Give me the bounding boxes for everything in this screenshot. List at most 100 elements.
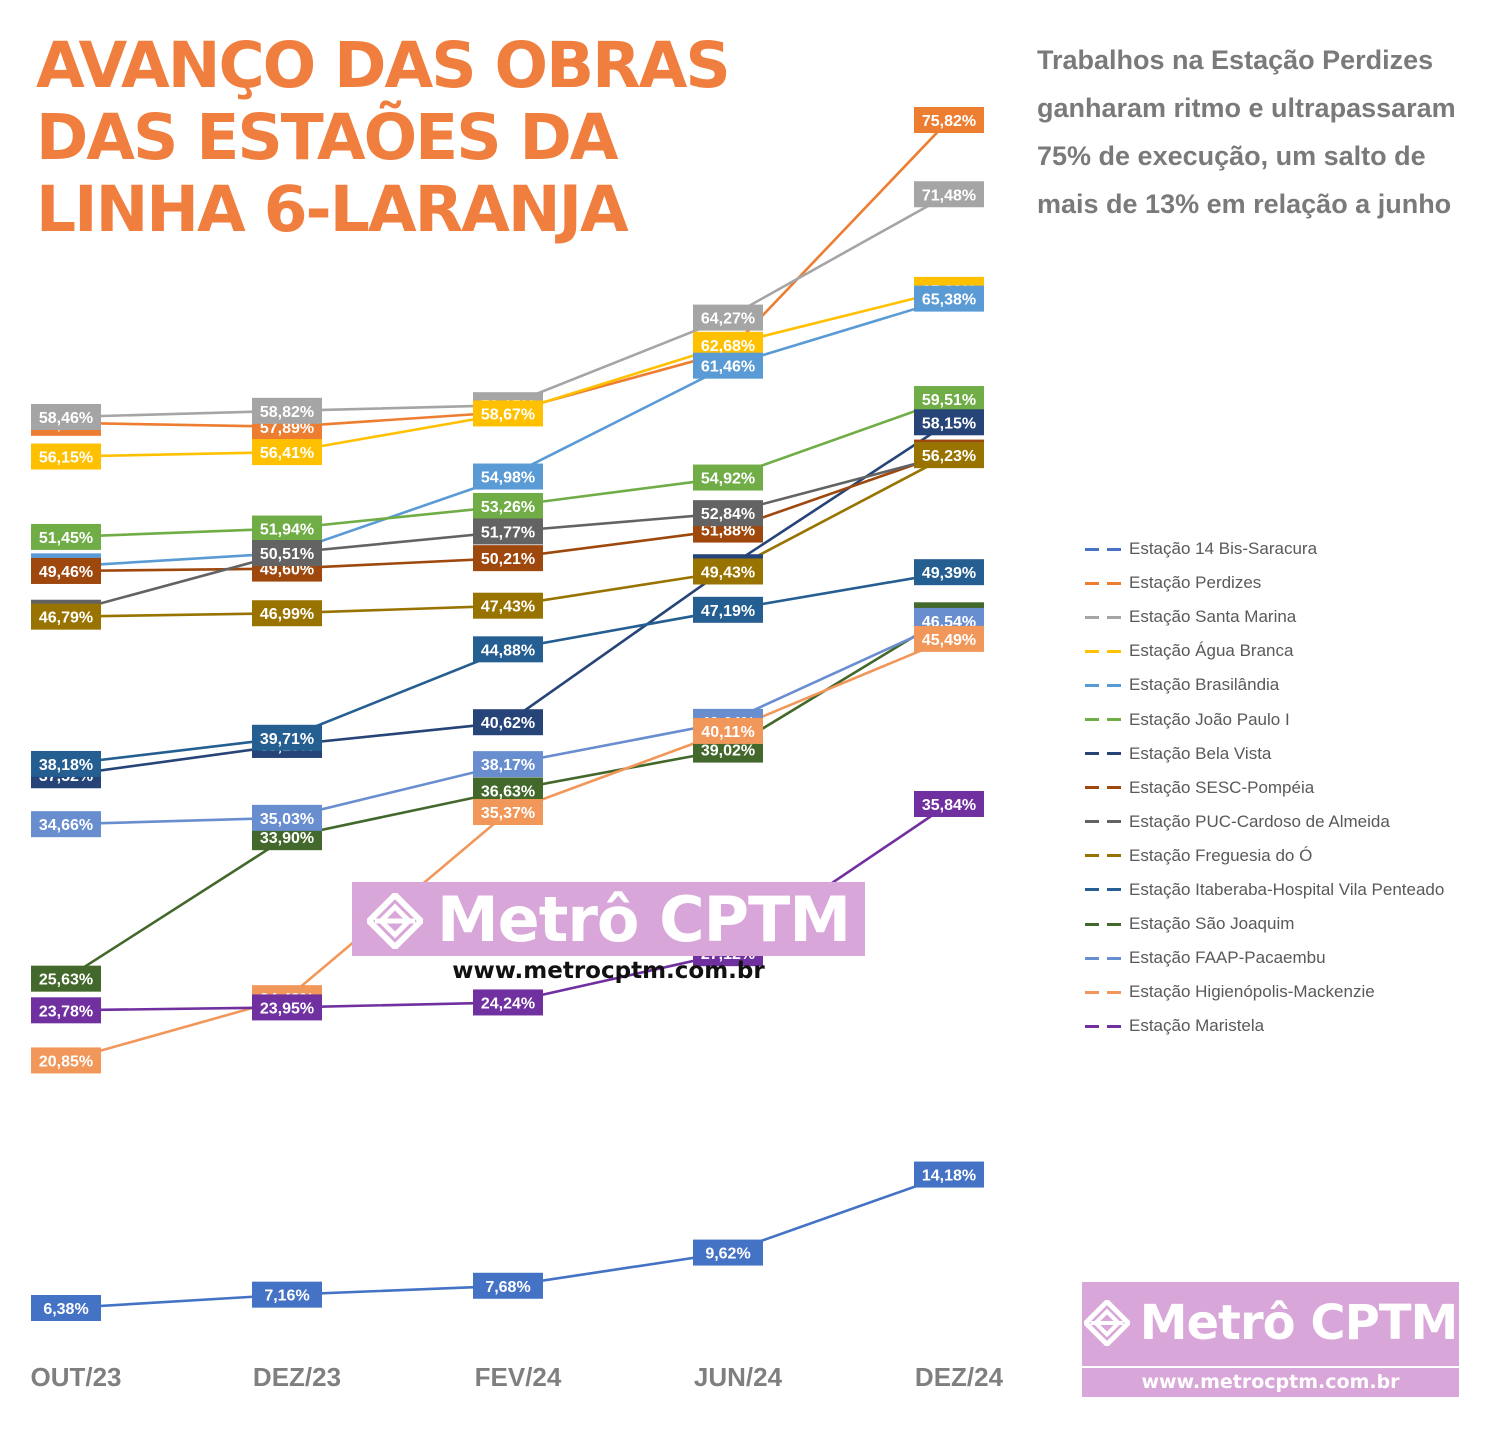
data-label-box [252, 515, 322, 542]
data-label-text: 23,95% [260, 1000, 314, 1017]
data-label: 61,46% [693, 352, 763, 379]
data-label-text: 51,94% [260, 522, 314, 539]
legend-swatch [1085, 922, 1121, 926]
metro-cptm-logo-icon [1081, 1298, 1132, 1348]
data-label-text: 54,92% [701, 471, 755, 488]
data-label-box [914, 181, 984, 208]
legend-label: Estação Água Branca [1129, 641, 1294, 661]
data-label-box [31, 750, 101, 777]
x-tick-label: DEZ/24 [915, 1362, 1004, 1392]
data-label-box [693, 717, 763, 744]
data-label-box [252, 1281, 322, 1308]
data-label-text: 64,27% [701, 311, 755, 328]
data-label: 49,39% [914, 559, 984, 586]
data-label-text: 38,17% [481, 757, 535, 774]
legend-swatch [1085, 786, 1121, 790]
data-label-text: 57,89% [260, 420, 314, 437]
data-label-box [31, 557, 101, 584]
data-label-text: 61,46% [701, 359, 755, 376]
legend-item: Estação SESC-Pompéia [1085, 771, 1495, 805]
data-label-box [31, 404, 101, 430]
data-label: 25,63% [31, 965, 101, 992]
data-label-text: 35,37% [481, 805, 535, 822]
data-label: 71,48% [914, 181, 984, 208]
data-label: 51,45% [31, 523, 101, 550]
data-label: 53,26% [473, 492, 543, 519]
legend-swatch [1085, 649, 1121, 653]
data-label: 24,24% [473, 989, 543, 1016]
data-label: 47,19% [693, 596, 763, 623]
data-label-box [914, 107, 984, 133]
brand-box-url: www.metrocptm.com.br [1082, 1366, 1459, 1399]
data-label-text: 47,43% [481, 599, 535, 616]
data-label-box [473, 492, 543, 519]
data-label: 34,66% [31, 811, 101, 838]
legend-item: Estação Maristela [1085, 1009, 1495, 1043]
data-label-text: 40,11% [701, 724, 754, 741]
data-label-text: 35,03% [260, 811, 314, 828]
legend-swatch [1085, 547, 1121, 551]
chart-legend: Estação 14 Bis-Saracura Estação Perdizes E… [1085, 532, 1495, 1043]
data-label-text: 52,84% [701, 506, 755, 523]
watermark-brand: Metrô CPTM [352, 882, 865, 956]
data-label: 58,15% [914, 409, 984, 436]
data-label-text: 58,15% [922, 415, 976, 432]
data-label: 23,78% [31, 997, 101, 1024]
data-label-text: 6,38% [43, 1301, 88, 1318]
data-label: 59,51% [914, 386, 984, 413]
data-label-text: 45,49% [922, 632, 976, 649]
data-label-text: 54,98% [481, 470, 535, 487]
data-label-box [914, 442, 984, 469]
data-label-box [31, 443, 101, 470]
data-label: 35,84% [914, 790, 984, 817]
data-label-box [473, 518, 543, 545]
data-label: 58,67% [473, 400, 543, 427]
legend-label: Estação 14 Bis-Saracura [1129, 539, 1318, 559]
data-label: 39,71% [252, 724, 322, 751]
data-label-text: 49,43% [701, 564, 755, 581]
data-label: 52,84% [693, 500, 763, 527]
data-label: 51,94% [252, 515, 322, 542]
data-label-text: 14,18% [922, 1168, 976, 1185]
legend-label: Estação Santa Marina [1129, 607, 1297, 627]
data-label-text: 49,39% [922, 565, 976, 582]
data-label-text: 44,88% [481, 642, 535, 659]
data-label-text: 49,46% [39, 564, 93, 581]
x-tick-label: DEZ/23 [253, 1362, 341, 1392]
legend-item: Estação João Paulo I [1085, 702, 1495, 736]
data-label-box [252, 439, 322, 466]
data-label: 54,98% [473, 463, 543, 490]
data-label-box [252, 994, 322, 1021]
brand-box-logo: Metrô CPTM [1081, 1282, 1459, 1364]
legend-item: Estação FAAP-Pacaembu [1085, 941, 1495, 975]
data-label-text: 65,38% [922, 292, 976, 309]
data-label-text: 58,67% [481, 406, 535, 423]
data-label: 47,43% [473, 592, 543, 619]
data-label: 56,23% [914, 442, 984, 469]
data-label-text: 50,21% [481, 551, 535, 568]
data-label-box [473, 400, 543, 427]
data-label-text: 23,78% [39, 1003, 93, 1020]
legend-swatch [1085, 615, 1121, 619]
data-label: 40,11% [693, 717, 763, 744]
data-label-text: 51,88% [701, 523, 755, 540]
chart-subtitle: Trabalhos na Estação Perdizes ganharam r… [1037, 45, 1456, 219]
legend-item: Estação Santa Marina [1085, 600, 1495, 634]
data-label-text: 25,63% [39, 972, 93, 989]
data-label-text: 75,82% [922, 113, 976, 130]
legend-item: Estação 14 Bis-Saracura [1085, 532, 1495, 566]
data-label: 44,88% [473, 636, 543, 663]
legend-label: Estação Bela Vista [1129, 743, 1272, 763]
data-label-box [31, 603, 101, 630]
legend-swatch [1085, 990, 1121, 994]
data-label-text: 56,41% [260, 445, 314, 462]
legend-label: Estação São Joaquim [1129, 914, 1295, 934]
data-label-text: 33,90% [260, 830, 314, 847]
data-label-text: 38,18% [39, 757, 93, 774]
data-label-box [252, 397, 322, 424]
brand-box-text: Metrô CPTM [1139, 1295, 1459, 1351]
legend-label: Estação SESC-Pompéia [1129, 777, 1315, 797]
legend-label: Estação Maristela [1129, 1016, 1265, 1036]
data-label-box [473, 1272, 543, 1299]
